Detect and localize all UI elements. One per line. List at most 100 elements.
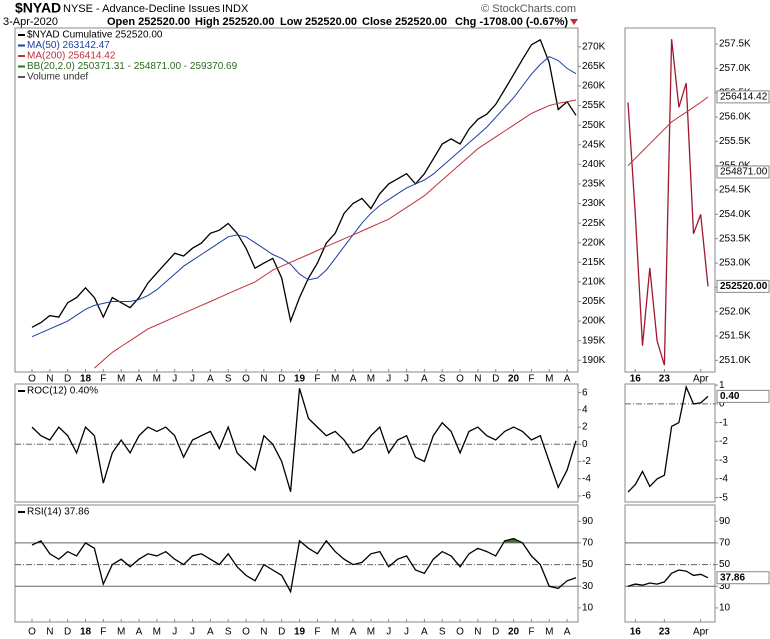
- x-tick-label: F: [100, 374, 106, 385]
- x-tick-label: D: [492, 374, 499, 385]
- panel: [14, 383, 579, 503]
- y-tick-label: 30: [719, 581, 731, 592]
- x-tick-label: N: [474, 627, 481, 638]
- open: Open 252520.00: [107, 16, 190, 28]
- series-line: [31, 56, 577, 338]
- y-tick-label: 257.0K: [719, 63, 751, 74]
- x-tick-label: D: [492, 627, 499, 638]
- y-tick-label: -1: [719, 417, 728, 428]
- y-tick-label: 205K: [582, 296, 606, 307]
- x-tick-label: M: [153, 374, 161, 385]
- x-tick-label: A: [564, 627, 571, 638]
- x-tick-label: F: [314, 627, 320, 638]
- value-marker-label: 37.86: [720, 572, 745, 583]
- y-tick-label: -2: [719, 436, 728, 447]
- x-tick-label: M: [117, 627, 125, 638]
- y-tick-label: 254.0K: [719, 209, 751, 220]
- y-tick-label: 251.5K: [719, 331, 751, 342]
- change: Chg -1708.00 (-0.67%): [455, 16, 568, 28]
- value-marker: [716, 90, 770, 104]
- x-tick-label: M: [545, 627, 553, 638]
- legend-label: BB(20,2.0) 250371.31 - 254871.00 - 25937…: [27, 61, 238, 72]
- x-tick-label: A: [207, 374, 214, 385]
- x-tick-label: S: [225, 627, 232, 638]
- y-tick-label: 70: [582, 538, 594, 549]
- y-tick-label: 190K: [582, 355, 606, 366]
- y-tick-label: -2: [582, 456, 591, 467]
- y-tick-label: 257.5K: [719, 39, 751, 50]
- x-tick-label: Apr: [693, 374, 709, 385]
- x-tick-label: M: [545, 374, 553, 385]
- x-tick-label: M: [117, 374, 125, 385]
- x-tick-label: M: [367, 627, 375, 638]
- x-tick-label: 16: [630, 374, 642, 385]
- y-tick-label: 215K: [582, 257, 606, 268]
- y-tick-label: 50: [582, 559, 594, 570]
- y-tick-label: 4: [582, 404, 588, 415]
- series-line: [627, 569, 709, 587]
- x-tick-label: 23: [659, 374, 671, 385]
- legend-label: $NYAD Cumulative 252520.00: [27, 30, 163, 41]
- x-tick-label: A: [350, 374, 357, 385]
- y-tick-label: 253.0K: [719, 258, 751, 269]
- panel: [14, 27, 579, 373]
- y-tick-label: 30: [582, 581, 594, 592]
- y-tick-label: 1: [719, 380, 725, 391]
- y-tick-label: -4: [719, 474, 728, 485]
- value-marker-label: 256414.42: [720, 92, 768, 103]
- x-tick-label: A: [136, 374, 143, 385]
- panel: [14, 504, 579, 623]
- low: Low 252520.00: [280, 16, 357, 28]
- y-tick-label: 256.0K: [719, 112, 751, 123]
- x-tick-label: A: [350, 627, 357, 638]
- x-tick-label: F: [528, 374, 534, 385]
- x-tick-label: N: [260, 627, 267, 638]
- y-tick-label: 260K: [582, 81, 606, 92]
- x-tick-label: M: [331, 627, 339, 638]
- x-tick-label: J: [190, 374, 195, 385]
- y-tick-label: 90: [719, 516, 731, 527]
- y-tick-label: 230K: [582, 198, 606, 209]
- series-line: [31, 388, 577, 492]
- x-tick-label: A: [207, 627, 214, 638]
- x-tick-label: A: [564, 374, 571, 385]
- series-line: [627, 384, 709, 493]
- y-tick-label: 0: [582, 439, 588, 450]
- x-tick-label: J: [172, 374, 177, 385]
- y-tick-label: 90: [582, 516, 594, 527]
- y-tick-label: 254.5K: [719, 185, 751, 196]
- y-tick-label: 10: [719, 603, 731, 614]
- panel: [624, 27, 716, 373]
- y-tick-label: 235K: [582, 179, 606, 190]
- exchange: INDX: [222, 3, 249, 15]
- y-tick-label: 250K: [582, 120, 606, 131]
- y-tick-label: 265K: [582, 61, 606, 72]
- value-marker: [716, 165, 770, 179]
- value-marker: [716, 279, 770, 293]
- x-tick-label: J: [190, 627, 195, 638]
- x-tick-label: S: [225, 374, 232, 385]
- y-tick-label: 225K: [582, 218, 606, 229]
- x-tick-label: O: [28, 627, 36, 638]
- x-tick-label: O: [242, 374, 250, 385]
- x-tick-label: M: [153, 627, 161, 638]
- x-tick-label: 19: [294, 627, 306, 638]
- x-tick-label: N: [474, 374, 481, 385]
- x-tick-label: J: [386, 627, 391, 638]
- credit: © StockCharts.com: [481, 3, 576, 15]
- x-tick-label: N: [46, 627, 53, 638]
- legend-label: ROC(12) 0.40%: [27, 386, 98, 397]
- value-marker: [716, 389, 770, 403]
- x-tick-label: F: [528, 627, 534, 638]
- x-tick-label: N: [260, 374, 267, 385]
- x-tick-label: S: [439, 374, 446, 385]
- y-tick-label: 252.0K: [719, 306, 751, 317]
- x-tick-label: O: [28, 374, 36, 385]
- series-line: [627, 39, 709, 366]
- legend-label: MA(50) 263142.47: [27, 40, 110, 51]
- x-tick-label: M: [367, 374, 375, 385]
- y-tick-label: 253.5K: [719, 233, 751, 244]
- x-tick-label: F: [100, 627, 106, 638]
- x-tick-label: 23: [659, 627, 671, 638]
